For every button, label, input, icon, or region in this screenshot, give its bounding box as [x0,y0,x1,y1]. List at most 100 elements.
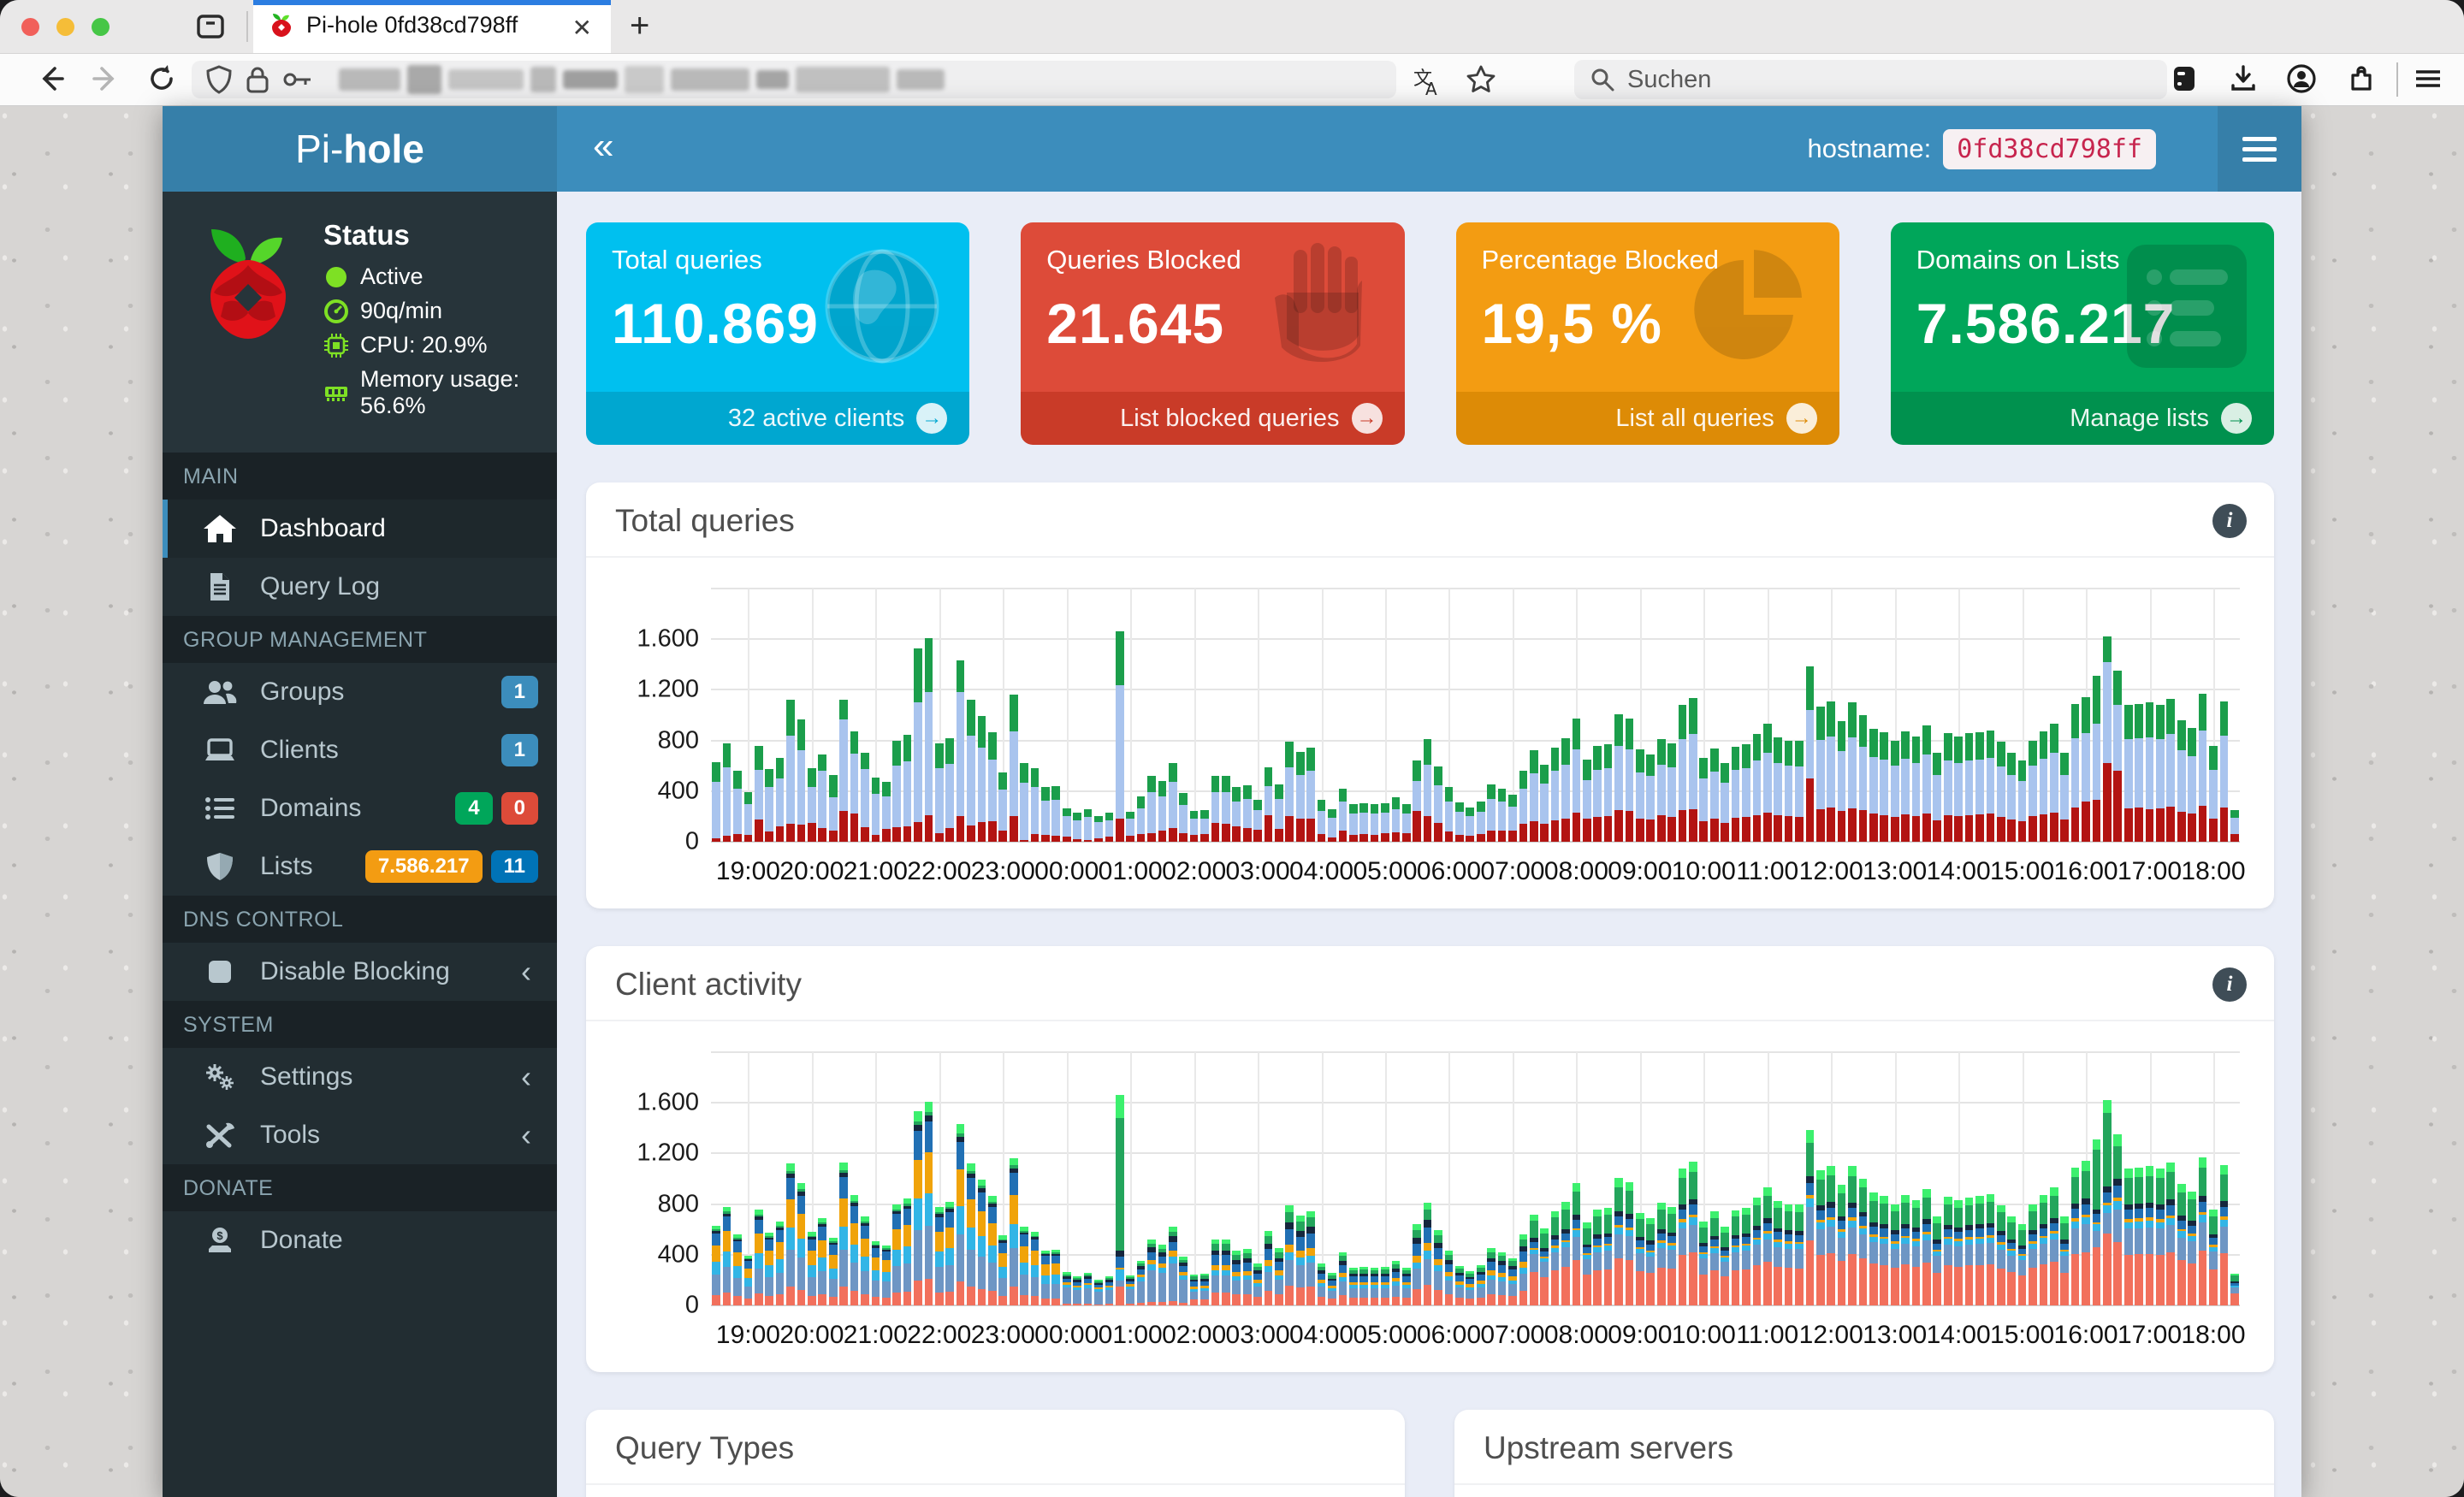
chevron-left-icon: ‹ [521,954,531,989]
bar [1614,1178,1623,1305]
laptop-icon [202,735,238,766]
sidebar-item-query-log[interactable]: Query Log [163,558,557,616]
total-queries-panel: Total queries i 0 400 800 1.200 1.600 19:00 20… [586,482,2274,908]
bar [1338,788,1348,842]
status-dot-icon [323,264,349,290]
bar [977,1179,986,1305]
bar [1009,1157,1018,1305]
browser-tab[interactable]: Pi-hole 0fd38cd798ff ✕ [253,0,611,53]
memory-icon [323,380,349,405]
reload-icon[interactable] [145,62,178,95]
status-rate-row: 90q/min [323,298,557,324]
search-input[interactable]: Suchen [1574,60,2167,99]
upstream-servers-panel: Upstream servers [1454,1410,2274,1497]
bar [2188,1191,2196,1305]
forward-icon[interactable] [90,62,122,95]
status-box: Status Active 90q/min CPU: [163,192,557,453]
bar [934,743,944,842]
bar [2177,719,2186,842]
bar [1869,729,1878,842]
sidebar-item-tools[interactable]: Tools ‹ [163,1106,557,1164]
bar [1211,1240,1220,1305]
url-bar[interactable] [192,61,1396,98]
sidebars-icon[interactable] [2169,63,2200,94]
toolbar-separator [2396,62,2398,97]
info-icon[interactable]: i [2212,967,2247,1002]
bar [871,1241,880,1305]
bar [1264,1230,1273,1305]
card-footer-link[interactable]: Manage lists → [1890,392,2274,445]
bar [1784,1204,1793,1305]
sidebar-item-lists[interactable]: Lists 7.586.217 11 [163,837,557,896]
sidebar-item-settings[interactable]: Settings ‹ [163,1048,557,1106]
bar [765,768,774,842]
minimize-window-button[interactable] [56,18,74,36]
sidebar-item-clients[interactable]: Clients 1 [163,721,557,779]
extensions-icon[interactable] [2346,63,2377,94]
bar [765,1232,774,1305]
bar [1709,1211,1719,1305]
back-icon[interactable] [34,62,67,95]
card-footer-link[interactable]: List blocked queries → [1021,392,1405,445]
bar [1222,1240,1230,1305]
bar [1073,1276,1081,1305]
bar [2113,1133,2123,1305]
total-queries-chart[interactable]: 0 400 800 1.200 1.600 19:00 20:00 21:00 22:00 23:… [612,573,2254,908]
client-activity-chart[interactable]: 0 400 800 1.200 1.600 19:00 20:00 21:00 22:00 23:… [612,1037,2254,1372]
bar [924,637,933,842]
bar [2219,1164,2229,1305]
sidebar-collapse-icon[interactable]: « [593,125,614,167]
bar [1158,780,1167,842]
bar [1954,737,1963,842]
lock-icon[interactable] [245,65,270,94]
bar [924,1101,933,1305]
bar [998,772,1008,842]
sidebar-item-donate[interactable]: $ Donate [163,1211,557,1269]
sidebar-item-disable-blocking[interactable]: Disable Blocking ‹ [163,943,557,1001]
tools-icon [202,1120,238,1151]
bar [1317,1263,1326,1305]
bar [2082,1161,2090,1305]
bar [1094,1280,1103,1305]
sidebar-item-dashboard[interactable]: Dashboard [163,500,557,558]
bar [1752,734,1762,842]
bar [1922,725,1931,842]
bar [1709,748,1719,842]
bar [1381,802,1389,842]
section-dns-control: DNS CONTROL [163,896,557,943]
new-tab-button[interactable]: + [630,7,650,44]
tab-close-icon[interactable]: ✕ [572,15,592,41]
bar [1550,747,1560,842]
bar [1742,744,1750,842]
bar [818,754,827,842]
info-icon[interactable]: i [2212,504,2247,538]
bar [2092,1139,2101,1305]
downloads-icon[interactable] [2228,63,2259,94]
shield-icon[interactable] [205,65,233,94]
firefox-view-icon[interactable] [195,11,226,42]
bar [1328,1273,1336,1305]
account-icon[interactable] [2286,63,2317,94]
close-window-button[interactable] [21,18,39,36]
file-icon [202,571,238,602]
sidebar-item-domains[interactable]: Domains 4 0 [163,779,557,837]
header-menu-button[interactable] [2218,106,2301,192]
bar [1827,1165,1836,1305]
bar [1401,803,1411,842]
bar [1721,763,1729,842]
card-footer-link[interactable]: List all queries → [1455,392,1839,445]
zoom-window-button[interactable] [92,18,110,36]
key-icon[interactable] [282,67,313,92]
sidebar-item-groups[interactable]: Groups 1 [163,663,557,721]
bar [818,1217,827,1305]
bar [1253,1263,1262,1305]
bar [2029,740,2037,842]
pihole-logo[interactable]: Pi-hole [163,106,557,192]
users-icon [202,677,238,707]
bar [1232,1251,1241,1305]
bar [1381,1267,1389,1305]
card-footer-link[interactable]: 32 active clients → [586,392,970,445]
bookmark-star-icon[interactable] [1465,64,1497,97]
menu-icon[interactable] [2413,63,2443,94]
